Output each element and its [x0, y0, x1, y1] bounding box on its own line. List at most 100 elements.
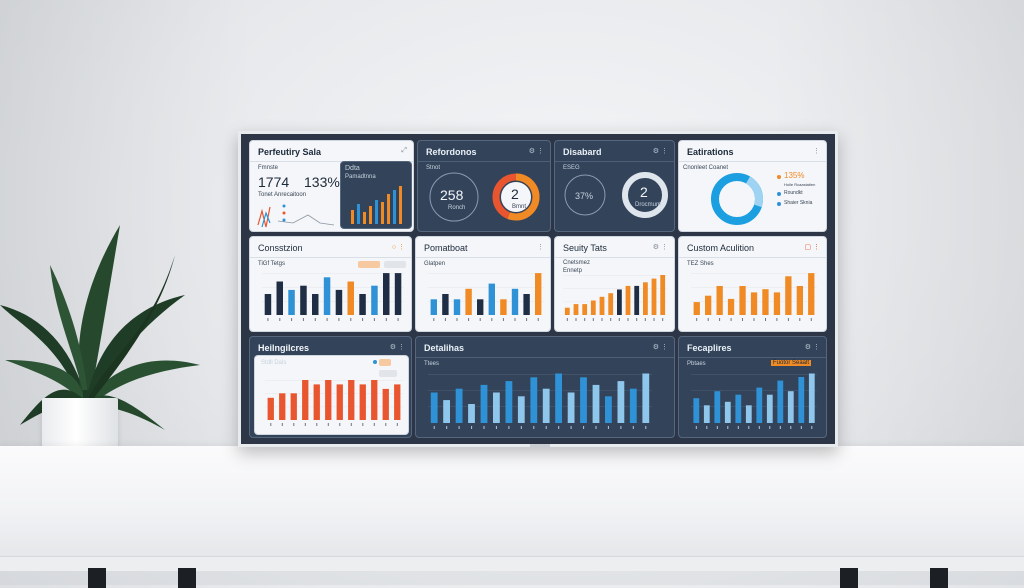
tick — [716, 426, 718, 429]
bar — [727, 298, 735, 315]
tick — [508, 426, 510, 429]
panel-sales[interactable]: Perfeutiry Sala ⤢ Fmnste 1774 133% Tonet… — [249, 140, 414, 232]
tick — [495, 426, 497, 429]
bar — [530, 377, 538, 423]
bar — [442, 294, 449, 315]
bar-chart — [691, 373, 817, 429]
legend-dot — [373, 360, 377, 364]
bar — [511, 288, 519, 315]
panel-security-stats[interactable]: Seuity Tats ⚙ ⋮ Cnetsmez Ennetp — [554, 236, 675, 332]
status-badge: Fuotor Seaalt — [771, 360, 812, 366]
bar — [468, 404, 475, 423]
tick — [514, 318, 516, 321]
bar — [617, 381, 625, 423]
menu-icon[interactable]: ⋮ — [537, 244, 544, 251]
bar — [443, 400, 450, 423]
bar — [312, 294, 319, 315]
tick — [575, 318, 577, 321]
tick — [362, 318, 364, 321]
bar — [714, 391, 721, 423]
bar — [394, 273, 402, 315]
donut-value: 2 — [640, 184, 648, 200]
panel-title: Detalihas — [424, 343, 465, 353]
panel-title: Consstzion — [258, 243, 303, 253]
bar — [582, 304, 588, 315]
panel-conversion[interactable]: Consstzion ○ ⋮ TiGf Tetgs — [249, 236, 412, 332]
bar — [500, 299, 507, 315]
tick — [748, 426, 750, 429]
tick — [645, 426, 647, 429]
panel-customer-acquisition[interactable]: Custom Aculition ▢ ⋮ TEZ Shes — [678, 236, 827, 332]
desk-leg — [840, 568, 858, 588]
chart-subtitle: Glatpen — [424, 261, 446, 267]
settings-icon[interactable]: ⚙ ⋮ — [528, 148, 544, 155]
panel-features[interactable]: Fecaplires ⚙ ⋮ Pbtaes Fuotor Seaalt — [678, 336, 827, 438]
bar — [382, 388, 389, 420]
bar — [430, 392, 438, 423]
panel-performance[interactable]: Refordonos ⚙ ⋮ Stnot 258 Ronch 2 Bmnt — [417, 140, 551, 232]
panel-title: Disabard — [563, 147, 602, 157]
menu-icon[interactable]: ⋮ — [813, 148, 820, 155]
bar — [605, 396, 612, 423]
refresh-icon[interactable]: ○ ⋮ — [391, 244, 405, 251]
donut-chart — [711, 173, 763, 225]
legend-dot — [777, 192, 781, 196]
tick — [607, 426, 609, 429]
tick — [291, 318, 293, 321]
tick — [373, 423, 375, 426]
bar — [455, 388, 463, 423]
tick — [545, 426, 547, 429]
bar — [724, 401, 731, 423]
panel-estimations[interactable]: Eatirations ⋮ Cnonleet Coanet 135% Holle… — [678, 140, 827, 232]
divider — [679, 257, 826, 258]
panel-dashboard[interactable]: Disabard ⚙ ⋮ ESEG 37% 2 Drocmum — [554, 140, 675, 232]
tick — [595, 426, 597, 429]
settings-icon[interactable]: ⚙ ⋮ — [652, 244, 668, 251]
expand-icon[interactable]: ⤢ — [401, 147, 407, 154]
ring-chart — [429, 172, 479, 222]
divider — [416, 357, 674, 358]
settings-icon[interactable]: ⚙ ⋮ — [652, 148, 668, 155]
bar — [535, 273, 542, 315]
panel-highlights[interactable]: Heilngilcres ⚙ ⋮ Stdll Dals — [249, 336, 412, 438]
tick — [811, 426, 813, 429]
tick — [653, 318, 655, 321]
bar — [573, 304, 579, 315]
legend-chip — [384, 261, 406, 268]
bar-chart — [563, 275, 667, 321]
chart-subtitle: Ennetp — [563, 268, 583, 274]
bar — [300, 285, 307, 315]
bar — [313, 384, 320, 420]
panel-title: Pomatboat — [424, 243, 468, 253]
panel-title: Perfeutiry Sala — [258, 147, 322, 157]
bar — [766, 394, 773, 423]
bar — [523, 294, 530, 315]
tick — [558, 426, 560, 429]
tick — [566, 318, 568, 321]
donut-caption: Bmnt — [512, 204, 527, 210]
stat-label: Fmnste — [258, 165, 279, 171]
tick — [799, 318, 801, 321]
bar — [580, 377, 587, 423]
settings-icon[interactable]: ⚙ ⋮ — [652, 344, 668, 351]
tick — [707, 318, 709, 321]
tick — [620, 426, 622, 429]
legend-chip — [379, 370, 397, 377]
expand-icon[interactable]: ▢ ⋮ — [804, 244, 820, 251]
bar-chart — [691, 273, 817, 321]
chart-subtitle: Pbtaes — [687, 361, 706, 367]
bar — [777, 380, 784, 423]
tick — [456, 318, 458, 321]
tick — [362, 423, 364, 426]
panel-details[interactable]: Detalihas ⚙ ⋮ Ttees — [415, 336, 675, 438]
bar — [359, 384, 366, 420]
settings-icon[interactable]: ⚙ ⋮ — [804, 344, 820, 351]
bar-chart — [428, 373, 652, 429]
bar — [564, 307, 570, 315]
tick — [373, 318, 375, 321]
bar-chart — [428, 273, 544, 321]
panel-forecast[interactable]: Pomatboat ⋮ Glatpen — [415, 236, 551, 332]
bar — [787, 391, 794, 423]
tick — [719, 318, 721, 321]
settings-icon[interactable]: ⚙ ⋮ — [389, 344, 405, 351]
